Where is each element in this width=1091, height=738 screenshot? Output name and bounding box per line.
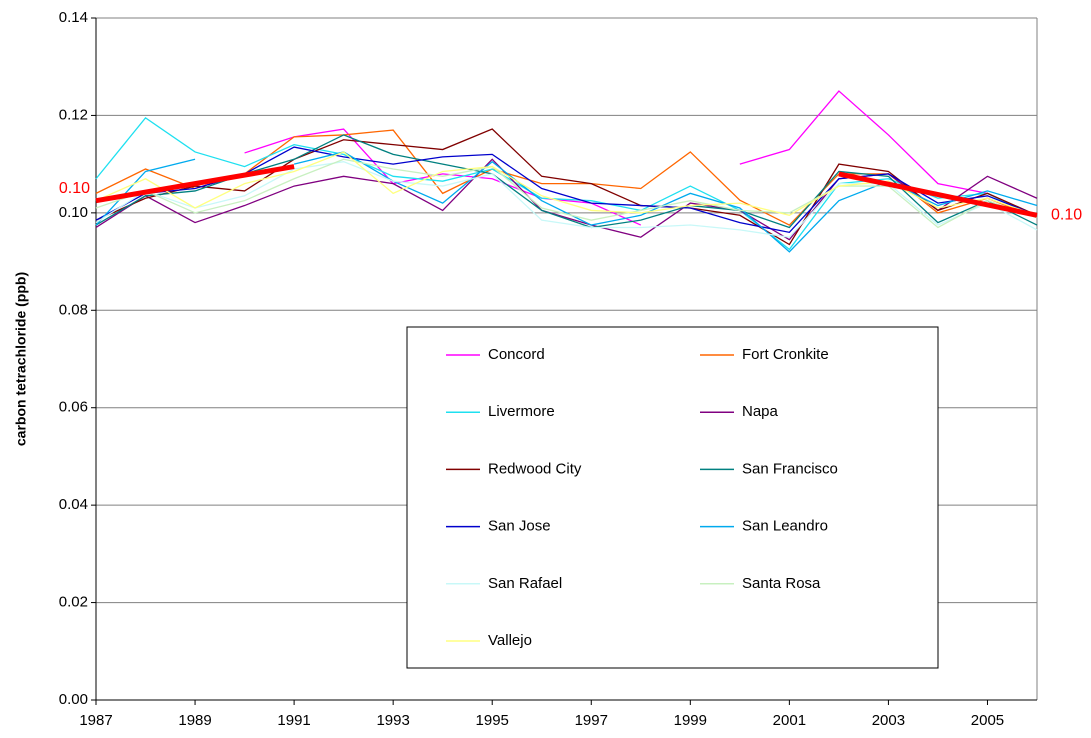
legend-label: Redwood City xyxy=(488,460,582,477)
series-line xyxy=(95,128,1038,246)
trend-label: 0.10 xyxy=(1051,207,1082,224)
legend-label: Concord xyxy=(488,346,545,363)
legend-label: San Francisco xyxy=(742,460,838,477)
x-tick-label: 1999 xyxy=(674,712,707,729)
series-line xyxy=(95,129,1038,226)
trend-label: 0.10 xyxy=(59,180,90,197)
legend-label: Fort Cronkite xyxy=(742,346,829,363)
x-tick-label: 1987 xyxy=(79,712,112,729)
legend-label: Livermore xyxy=(488,403,555,420)
x-tick-label: 2001 xyxy=(773,712,806,729)
x-tick-label: 1995 xyxy=(476,712,509,729)
trend-line xyxy=(838,171,1038,218)
y-tick-label: 0.10 xyxy=(59,204,88,221)
legend-label: San Jose xyxy=(488,518,551,535)
x-tick-label: 1989 xyxy=(178,712,211,729)
series-line xyxy=(95,151,1038,253)
y-tick-label: 0.08 xyxy=(59,301,88,318)
legend-label: Santa Rosa xyxy=(742,575,821,592)
legend-label: Vallejo xyxy=(488,632,532,649)
legend-label: Napa xyxy=(742,403,779,420)
x-tick-label: 1991 xyxy=(277,712,310,729)
y-tick-label: 0.04 xyxy=(59,496,88,513)
series-line xyxy=(95,116,1038,251)
legend-label: San Leandro xyxy=(742,518,828,535)
x-tick-label: 1993 xyxy=(376,712,409,729)
legend-label: San Rafael xyxy=(488,575,562,592)
y-tick-label: 0.14 xyxy=(59,9,88,26)
trend-line xyxy=(95,164,295,204)
y-axis-label: carbon tetrachloride (ppb) xyxy=(13,272,29,446)
y-tick-label: 0.12 xyxy=(59,106,88,123)
y-tick-label: 0.02 xyxy=(59,594,88,611)
x-tick-label: 1997 xyxy=(575,712,608,729)
x-tick-label: 2003 xyxy=(872,712,905,729)
y-tick-label: 0.00 xyxy=(59,691,88,708)
x-tick-label: 2005 xyxy=(971,712,1004,729)
series-line xyxy=(244,90,988,226)
y-tick-label: 0.06 xyxy=(59,399,88,416)
legend-box xyxy=(406,326,939,669)
legend: Concord Fort Cronkite Livermore Napa Redwood… xyxy=(406,326,939,669)
series-line xyxy=(95,146,1038,234)
series-line xyxy=(95,158,1038,229)
